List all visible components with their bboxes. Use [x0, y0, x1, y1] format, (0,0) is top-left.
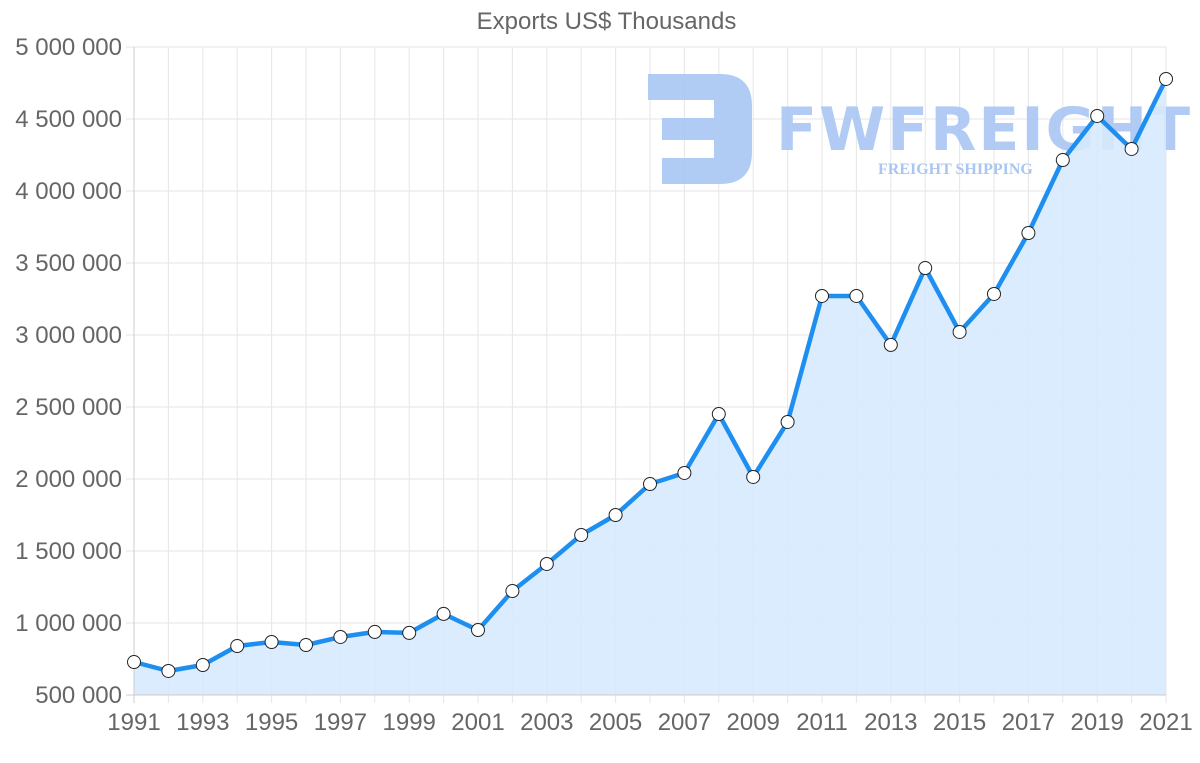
data-point-2002[interactable] — [505, 584, 520, 599]
data-point-2000[interactable] — [436, 606, 451, 621]
y-tick-label: 4 000 000 — [15, 178, 122, 205]
data-point-2013[interactable] — [883, 337, 898, 352]
x-tick-label: 2021 — [1139, 709, 1192, 736]
x-tick-label: 2013 — [864, 709, 917, 736]
data-point-1999[interactable] — [402, 625, 417, 640]
data-point-2016[interactable] — [987, 286, 1001, 301]
data-point-2020[interactable] — [1124, 141, 1139, 156]
x-tick-label: 2011 — [796, 709, 848, 736]
data-point-2005[interactable] — [608, 508, 623, 522]
data-point-2004[interactable] — [574, 528, 589, 543]
y-tick-label: 500 000 — [35, 682, 122, 709]
x-tick-label: 2005 — [589, 709, 642, 736]
area-fill — [134, 79, 1166, 695]
y-tick-label: 2 000 000 — [15, 466, 122, 493]
x-tick-label: 2007 — [658, 709, 711, 736]
axes — [126, 47, 1166, 703]
data-point-2014[interactable] — [918, 261, 933, 276]
data-point-2006[interactable] — [643, 477, 657, 492]
y-tick-label: 3 000 000 — [15, 322, 122, 349]
y-tick-label: 2 500 000 — [15, 394, 122, 421]
data-point-2001[interactable] — [471, 623, 485, 638]
data-point-2018[interactable] — [1055, 153, 1070, 168]
x-tick-label: 2009 — [727, 709, 780, 736]
x-tick-label: 1991 — [107, 709, 160, 736]
data-points — [127, 71, 1173, 678]
y-tick-label: 5 000 000 — [15, 34, 122, 61]
data-point-1998[interactable] — [367, 624, 382, 639]
data-point-1996[interactable] — [299, 638, 313, 653]
y-tick-label: 1 500 000 — [15, 538, 122, 565]
data-point-2009[interactable] — [746, 469, 761, 484]
data-point-2007[interactable] — [677, 465, 692, 480]
data-point-1991[interactable] — [127, 655, 141, 670]
x-tick-label: 1999 — [383, 709, 436, 736]
data-point-1995[interactable] — [264, 635, 279, 650]
x-tick-label: 2015 — [933, 709, 986, 736]
data-point-2015[interactable] — [952, 324, 967, 339]
y-tick-label: 4 500 000 — [15, 106, 122, 133]
x-tick-label: 2001 — [451, 709, 504, 736]
data-point-1997[interactable] — [333, 629, 348, 644]
x-tick-label: 1997 — [314, 709, 367, 736]
data-point-2012[interactable] — [849, 288, 864, 303]
y-axis-ticks: 500 000 1 000 000 1 500 000 2 000 000 2 500 … — [15, 34, 122, 709]
x-tick-label: 2019 — [1071, 709, 1124, 736]
data-point-2017[interactable] — [1021, 226, 1036, 241]
data-point-2003[interactable] — [539, 556, 554, 571]
data-point-2019[interactable] — [1090, 108, 1105, 123]
data-point-2011[interactable] — [815, 288, 829, 303]
data-point-2010[interactable] — [780, 414, 795, 429]
fwfreight-logo-icon — [648, 74, 752, 184]
x-axis-ticks: 1991 1993 1995 1997 1999 2001 2003 2005 2007 2009… — [107, 709, 1192, 736]
data-point-1994[interactable] — [230, 639, 245, 654]
data-point-1993[interactable] — [195, 658, 210, 673]
y-tick-label: 1 000 000 — [15, 610, 122, 637]
data-point-2021[interactable] — [1159, 71, 1173, 86]
x-tick-label: 2003 — [520, 709, 573, 736]
x-tick-label: 2017 — [1002, 709, 1055, 736]
data-point-2008[interactable] — [711, 407, 726, 422]
chart-title: Exports US$ Thousands — [476, 8, 737, 35]
data-point-1992[interactable] — [161, 663, 176, 678]
x-tick-label: 1993 — [176, 709, 229, 736]
y-tick-label: 3 500 000 — [15, 250, 122, 277]
x-tick-label: 1995 — [245, 709, 298, 736]
watermark-tagline: FREIGHT SHIPPING — [878, 161, 1033, 178]
